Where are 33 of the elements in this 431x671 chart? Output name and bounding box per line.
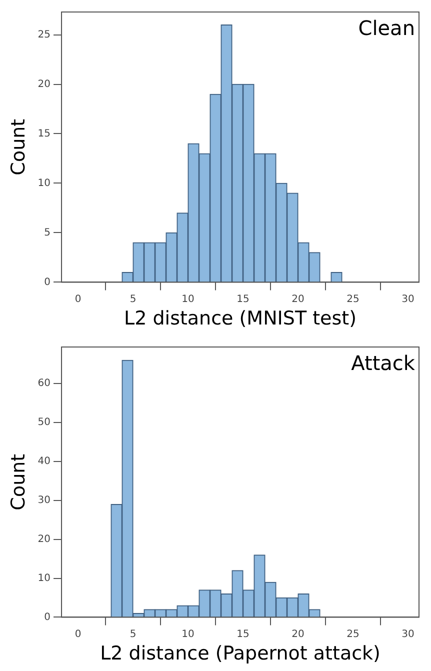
y-tick-label: 10 — [38, 572, 51, 584]
annotation: Clean — [358, 16, 415, 40]
x-tick-label: 20 — [292, 294, 304, 305]
x-axis-title: L2 distance (Papernot attack) — [100, 642, 380, 665]
y-tick-label: 50 — [38, 417, 51, 428]
x-tick-label: 0 — [74, 294, 82, 305]
x-tick-label: 10 — [182, 294, 194, 305]
x-tick-label: 5 — [130, 294, 136, 305]
x-tick-label: 10 — [182, 628, 194, 640]
y-tick-label: 10 — [38, 178, 51, 189]
x-axis-title: L2 distance (MNIST test) — [124, 308, 357, 330]
x-tick-label: 0 — [74, 628, 82, 640]
x-tick-label: 20 — [292, 628, 304, 640]
y-tick-label: 30 — [38, 494, 51, 506]
y-tick-label: 0 — [44, 276, 51, 288]
y-tick-label: 40 — [38, 456, 51, 468]
annotation: Attack — [351, 351, 416, 376]
y-tick-label: 5 — [44, 227, 51, 238]
y-axis-title: Count — [7, 454, 30, 510]
y-tick-label: 20 — [38, 78, 51, 90]
y-tick-label: 25 — [38, 29, 51, 40]
y-tick-label: 20 — [38, 534, 51, 545]
y-tick-label: 60 — [38, 378, 51, 390]
x-tick-label: 15 — [236, 628, 250, 640]
x-tick-label: 25 — [346, 628, 360, 640]
x-tick-label: 15 — [236, 294, 250, 305]
y-tick-label: 0 — [44, 612, 51, 623]
y-axis-title: Count — [7, 118, 30, 176]
x-tick-label: 25 — [346, 294, 360, 305]
x-tick-label: 30 — [402, 294, 414, 305]
x-tick-label: 5 — [130, 628, 136, 640]
x-tick-label: 30 — [402, 628, 414, 640]
y-tick-label: 15 — [38, 128, 51, 140]
